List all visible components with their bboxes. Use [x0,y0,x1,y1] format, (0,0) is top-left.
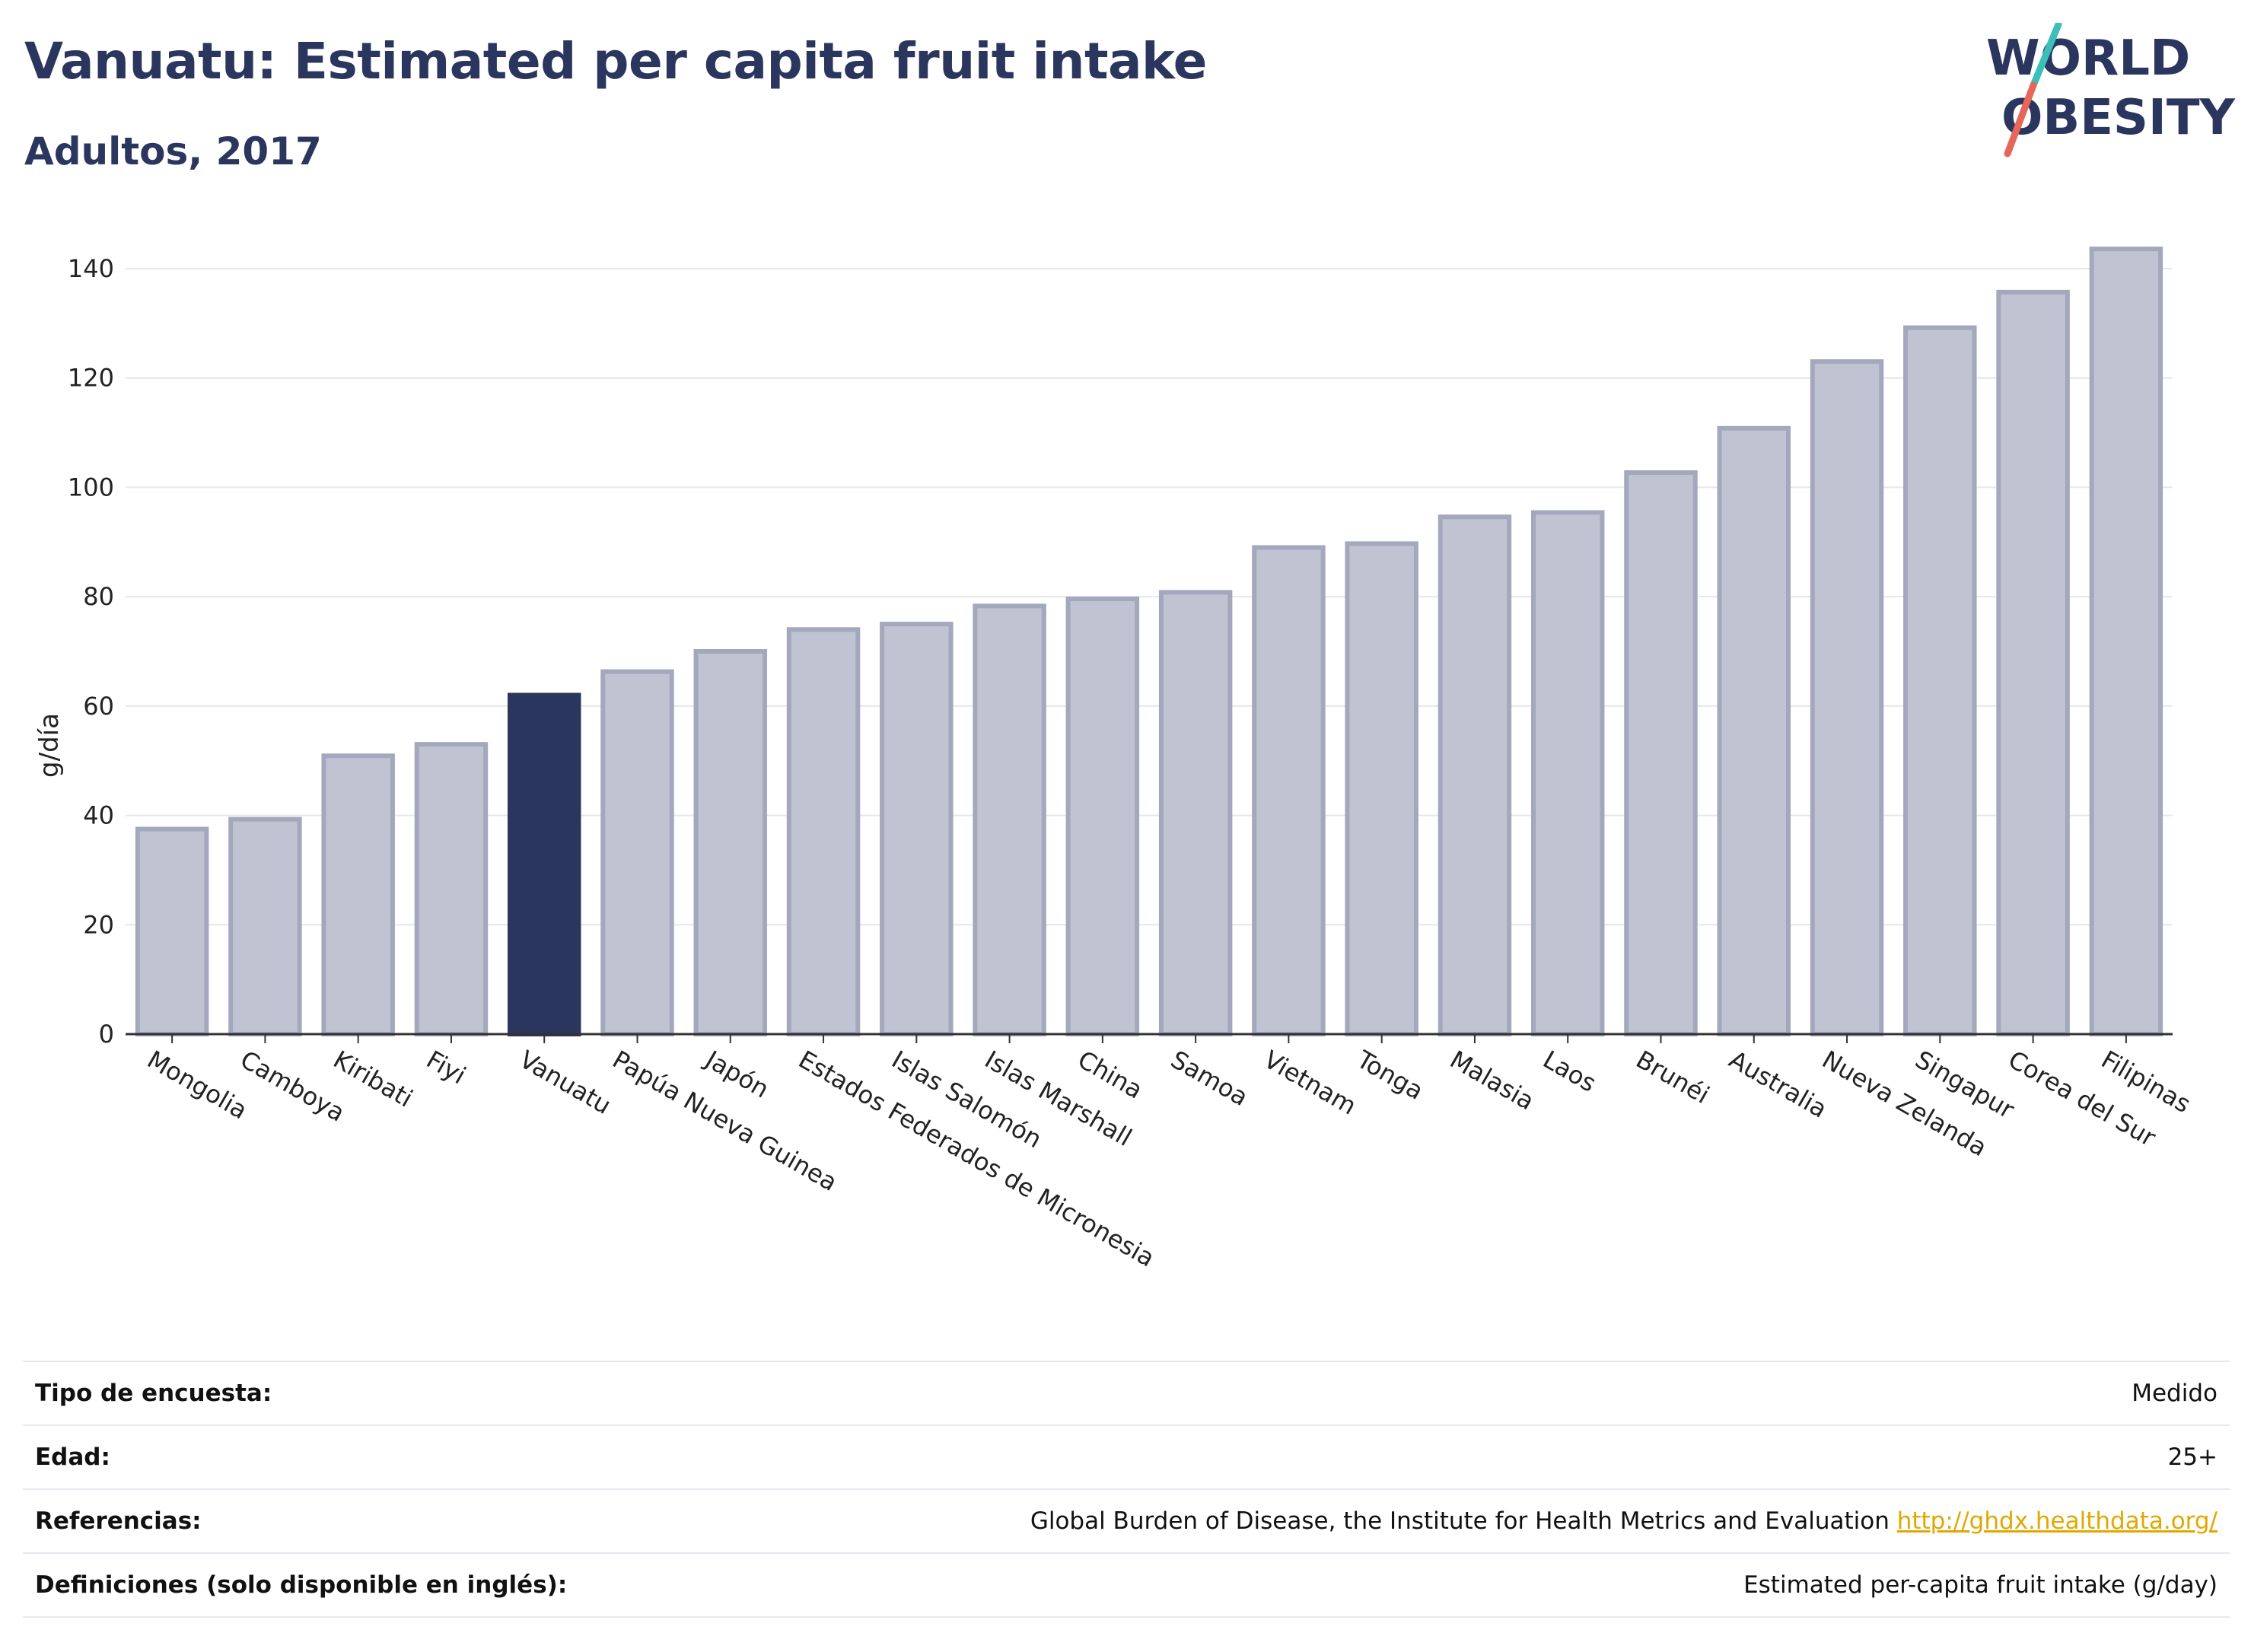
x-tick-label: Australia [1724,1045,1832,1124]
bar-malasia [1438,514,1512,1036]
bar-tonga [1345,541,1418,1036]
y-axis-ticks: 0 20 40 60 80 100 120 140 [68,254,114,1049]
y-tick-label: 80 [83,582,114,611]
x-tick-label: Laos [1538,1045,1601,1098]
logo-slash-top [2030,23,2062,89]
bar-papúa-nueva-guinea [600,669,674,1037]
chart-title: Vanuatu: Estimated per capita fruit inta… [24,32,1207,91]
meta-row-references: Referencias: Global Burden of Disease, t… [23,1488,2230,1552]
x-tick-label: Vietnam [1259,1045,1361,1121]
meta-row-survey-type: Tipo de encuesta: Medido [23,1361,2230,1424]
x-tick-label: Brunéi [1632,1045,1715,1109]
y-tick-label: 20 [83,910,114,939]
logo-line2: OBESITY [2001,90,2235,146]
y-tick-label: 120 [68,364,114,393]
bar-samoa [1158,590,1233,1036]
meta-key: Referencias: [35,1507,202,1535]
bar-vanuatu [507,692,581,1036]
bar-islas-marshall [973,603,1046,1036]
meta-row-definitions: Definiciones (solo disponible en inglés)… [23,1552,2230,1618]
y-tick-label: 0 [99,1020,114,1049]
bar-camboya [228,816,302,1036]
logo-slash-bottom [2004,81,2037,158]
chart-subtitle: Adultos, 2017 [24,129,322,173]
x-tick-label: China [1073,1045,1148,1105]
bar-kiribati [321,753,395,1036]
meta-value: Estimated per-capita fruit intake (g/day… [1743,1571,2218,1599]
x-tick-label: Nueva Zelanda [1817,1045,1992,1162]
meta-value: Medido [2132,1380,2218,1407]
bar-filipinas [2089,247,2163,1036]
meta-key: Tipo de encuesta: [35,1380,272,1407]
bar-australia [1717,425,1791,1036]
y-axis-label: g/día [34,713,65,778]
x-tick-label: Mongolia [142,1045,252,1125]
bar-japón [693,649,768,1036]
x-tick-label: Vanuatu [514,1045,616,1120]
world-obesity-logo: WORLD OBESITY [1986,23,2235,158]
bar-singapur [1903,325,1977,1036]
x-tick-label: Tonga [1352,1045,1428,1106]
reference-link[interactable]: http://ghdx.healthdata.org/ [1896,1507,2218,1535]
x-tick-label: Samoa [1166,1045,1253,1112]
meta-value: Global Burden of Disease, the Institute … [1030,1507,2230,1535]
y-tick-label: 60 [83,692,114,721]
x-tick-label: Fiyi [422,1045,471,1090]
x-tick-label: Camboya [235,1045,349,1128]
bar-vietnam [1252,545,1326,1036]
x-tick-label: Malasia [1445,1045,1539,1116]
bar-estados-federados-de-micronesia [786,627,861,1036]
bar-corea-del-sur [1996,289,2070,1036]
bar-china [1065,597,1140,1036]
meta-row-age: Edad: 25+ [23,1424,2230,1488]
y-tick-label: 40 [83,801,114,830]
meta-key: Edad: [35,1444,110,1471]
bars [135,247,2163,1037]
bar-mongolia [135,826,209,1037]
x-tick-label: Japón [699,1044,774,1104]
meta-value: 25+ [2167,1444,2218,1471]
y-tick-label: 140 [68,254,114,283]
bar-nueva-zelanda [1810,359,1884,1036]
reference-text: Global Burden of Disease, the Institute … [1030,1507,1897,1535]
bar-brunéi [1624,470,1698,1036]
logo-line1: WORLD [1986,30,2190,87]
bar-fiyi [414,742,489,1037]
metadata-table: Tipo de encuesta: Medido Edad: 25+ Refer… [23,1361,2230,1618]
bar-islas-salomón [880,622,954,1036]
bar-laos [1530,510,1605,1036]
y-tick-label: 100 [68,473,114,501]
meta-key: Definiciones (solo disponible en inglés)… [35,1571,568,1599]
